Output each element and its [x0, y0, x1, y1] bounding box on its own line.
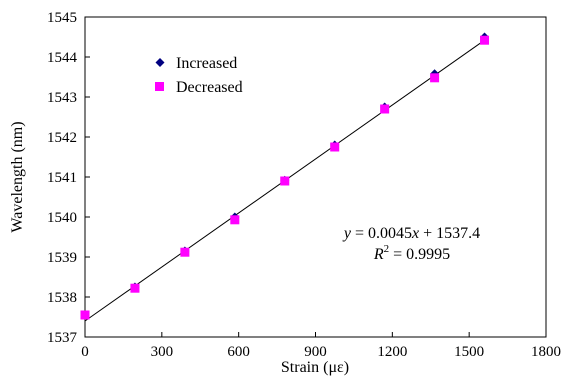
legend-marker-increased — [155, 58, 165, 67]
point-decreased — [330, 142, 340, 152]
x-tick-label: 900 — [304, 344, 327, 360]
y-axis-tick-labels: 1537 1538 1539 1540 1541 1542 1543 1544 1545 — [47, 10, 78, 346]
point-decreased — [130, 283, 140, 293]
point-decreased — [230, 215, 240, 225]
x-axis-ticks — [84, 332, 547, 337]
y-tick-label: 1542 — [47, 130, 77, 146]
y-axis-title: Wavelength (nm) — [9, 121, 26, 232]
point-decreased — [80, 310, 90, 320]
y-tick-label: 1537 — [47, 330, 78, 346]
x-tick-label: 1200 — [377, 344, 407, 360]
point-decreased — [380, 104, 390, 114]
legend-marker-decreased — [155, 82, 164, 91]
x-axis-title: Strain (με) — [281, 359, 349, 376]
x-tick-label: 0 — [81, 344, 89, 360]
y-tick-label: 1545 — [47, 10, 77, 26]
point-decreased — [180, 247, 190, 257]
x-tick-label: 1500 — [454, 344, 484, 360]
data-points — [80, 32, 490, 320]
series-decreased — [80, 35, 490, 320]
x-tick-label: 600 — [227, 344, 250, 360]
point-decreased — [480, 35, 490, 45]
y-axis-ticks — [85, 16, 90, 338]
legend-label-decreased: Decreased — [176, 79, 243, 96]
fit-equation: y = 0.0045x + 1537.4 R2 = 0.9995 — [342, 225, 480, 263]
y-tick-label: 1540 — [47, 210, 77, 226]
point-decreased — [430, 73, 440, 83]
y-tick-label: 1541 — [47, 170, 77, 186]
fit-r-squared: R2 = 0.9995 — [373, 243, 450, 263]
legend: Increased Decreased — [155, 55, 243, 96]
point-decreased — [280, 176, 290, 186]
y-tick-label: 1538 — [47, 290, 77, 306]
y-tick-label: 1539 — [47, 250, 77, 266]
x-axis-tick-labels: 0 300 600 900 1200 1500 1800 — [81, 344, 561, 360]
y-tick-label: 1544 — [47, 50, 78, 66]
y-tick-label: 1543 — [47, 90, 77, 106]
legend-label-increased: Increased — [176, 55, 237, 72]
x-tick-label: 300 — [151, 344, 174, 360]
x-tick-label: 1800 — [531, 344, 561, 360]
fit-equation-line1: y = 0.0045x + 1537.4 — [342, 225, 480, 242]
